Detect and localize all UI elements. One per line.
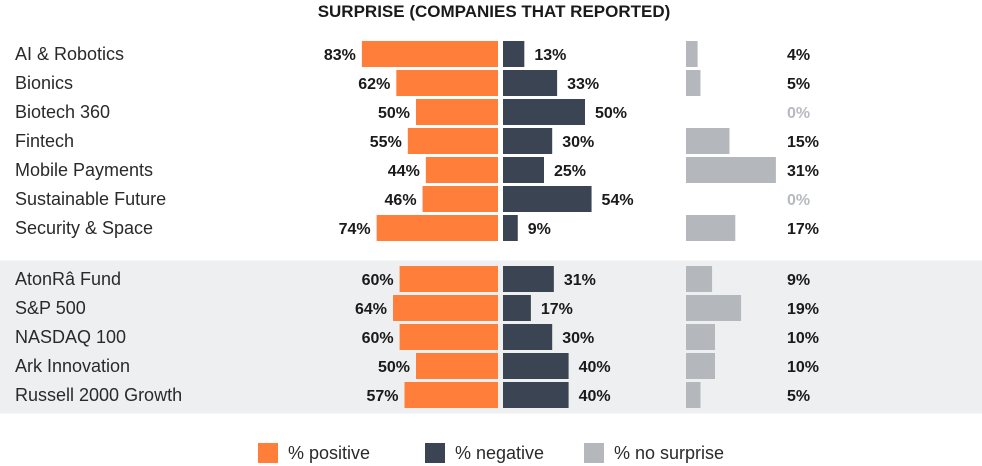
positive-value-label: 50%	[378, 359, 410, 376]
no-surprise-bar	[686, 382, 701, 408]
chart-title: SURPRISE (COMPANIES THAT REPORTED)	[318, 2, 671, 21]
no-surprise-value-label: 10%	[787, 330, 819, 347]
positive-bar	[416, 353, 498, 379]
negative-value-label: 9%	[528, 221, 551, 238]
negative-bar	[503, 128, 553, 154]
category-label: AtonRâ Fund	[15, 269, 121, 289]
no-surprise-bar	[686, 215, 736, 241]
no-surprise-value-label: 5%	[787, 388, 810, 405]
no-surprise-value-label: 10%	[787, 359, 819, 376]
negative-bar	[503, 215, 518, 241]
positive-bar	[393, 295, 498, 321]
positive-value-label: 64%	[355, 301, 387, 318]
no-surprise-bar	[686, 295, 742, 321]
negative-bar	[503, 295, 531, 321]
negative-bar	[503, 70, 558, 96]
negative-bar	[503, 157, 544, 183]
category-label: Mobile Payments	[15, 160, 153, 180]
negative-bar	[503, 266, 554, 292]
negative-bar	[503, 353, 569, 379]
positive-value-label: 57%	[366, 388, 398, 405]
no-surprise-bar	[686, 353, 715, 379]
negative-value-label: 33%	[567, 76, 599, 93]
no-surprise-bar	[686, 70, 701, 96]
legend-label-no-surprise: % no surprise	[614, 443, 724, 463]
positive-bar	[376, 215, 498, 241]
no-surprise-bar	[686, 324, 715, 350]
legend-label-negative: % negative	[455, 443, 544, 463]
negative-value-label: 54%	[602, 192, 634, 209]
category-label: Sustainable Future	[15, 189, 166, 209]
positive-value-label: 60%	[362, 272, 394, 289]
negative-bar	[503, 382, 569, 408]
no-surprise-value-label: 5%	[787, 76, 810, 93]
no-surprise-bar	[686, 41, 698, 67]
negative-value-label: 25%	[554, 163, 586, 180]
positive-bar	[425, 157, 498, 183]
negative-value-label: 30%	[562, 134, 594, 151]
positive-bar	[422, 186, 498, 212]
category-label: Biotech 360	[15, 102, 110, 122]
no-surprise-bar	[686, 266, 713, 292]
category-label: Fintech	[15, 131, 74, 151]
legend-swatch-positive	[258, 443, 278, 463]
no-surprise-value-label: 15%	[787, 134, 819, 151]
category-label: Russell 2000 Growth	[15, 385, 182, 405]
category-label: AI & Robotics	[15, 44, 124, 64]
no-surprise-value-label: 19%	[787, 301, 819, 318]
no-surprise-value-label: 17%	[787, 221, 819, 238]
positive-value-label: 60%	[362, 330, 394, 347]
category-label: Bionics	[15, 73, 73, 93]
no-surprise-value-label: 0%	[787, 192, 810, 209]
no-surprise-value-label: 31%	[787, 163, 819, 180]
positive-value-label: 83%	[324, 47, 356, 64]
positive-bar	[404, 382, 498, 408]
positive-value-label: 46%	[385, 192, 417, 209]
negative-value-label: 40%	[579, 388, 611, 405]
category-label: NASDAQ 100	[15, 327, 126, 347]
category-label: Ark Innovation	[15, 356, 130, 376]
positive-bar	[396, 70, 498, 96]
positive-bar	[407, 128, 498, 154]
positive-value-label: 44%	[388, 163, 420, 180]
negative-value-label: 13%	[534, 47, 566, 64]
negative-value-label: 17%	[541, 301, 573, 318]
negative-bar	[503, 186, 592, 212]
category-label: S&P 500	[15, 298, 86, 318]
positive-bar	[361, 41, 498, 67]
positive-bar	[399, 324, 498, 350]
negative-value-label: 50%	[595, 105, 627, 122]
positive-value-label: 62%	[358, 76, 390, 93]
no-surprise-bar	[686, 157, 776, 183]
no-surprise-value-label: 0%	[787, 105, 810, 122]
negative-value-label: 40%	[579, 359, 611, 376]
legend-label-positive: % positive	[288, 443, 370, 463]
negative-value-label: 31%	[564, 272, 596, 289]
legend-swatch-negative	[425, 443, 445, 463]
positive-value-label: 74%	[339, 221, 371, 238]
negative-value-label: 30%	[562, 330, 594, 347]
negative-bar	[503, 41, 525, 67]
positive-value-label: 50%	[378, 105, 410, 122]
positive-bar	[416, 99, 498, 125]
negative-bar	[503, 99, 585, 125]
positive-value-label: 55%	[370, 134, 402, 151]
category-label: Security & Space	[15, 218, 153, 238]
legend-swatch-no-surprise	[584, 443, 604, 463]
negative-bar	[503, 324, 553, 350]
no-surprise-value-label: 4%	[787, 47, 810, 64]
positive-bar	[399, 266, 498, 292]
no-surprise-bar	[686, 128, 730, 154]
no-surprise-value-label: 9%	[787, 272, 810, 289]
